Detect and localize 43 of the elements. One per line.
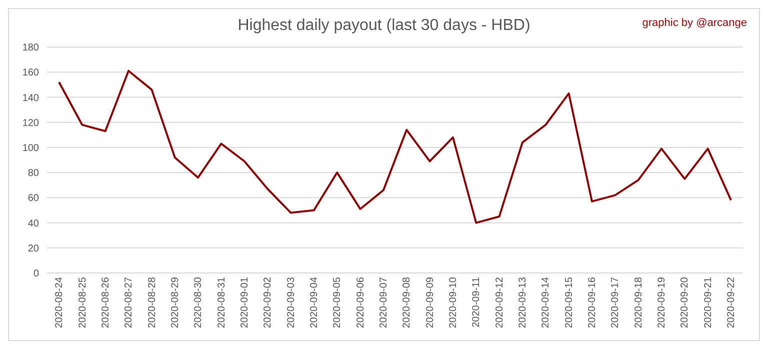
x-tick-label: 2020-09-02 — [262, 276, 274, 328]
x-tick-label: 2020-09-19 — [656, 276, 668, 328]
x-tick-label: 2020-09-09 — [424, 276, 436, 328]
y-tick-label: 100 — [22, 142, 40, 154]
x-tick-label: 2020-09-20 — [680, 276, 691, 328]
line-series — [58, 70, 732, 224]
y-tick-label: 40 — [28, 218, 40, 230]
x-tick-label: 2020-09-22 — [726, 276, 738, 328]
x-tick-label: 2020-09-14 — [540, 276, 552, 328]
x-tick-label: 2020-08-29 — [170, 276, 181, 328]
x-tick-label: 2020-08-27 — [124, 276, 135, 328]
y-tick-label: 160 — [22, 68, 40, 79]
x-tick-label: 2020-09-06 — [355, 276, 366, 328]
x-tick-label: 2020-09-08 — [402, 276, 413, 328]
x-tick-label: 2020-09-03 — [286, 276, 297, 328]
x-tick-label: 2020-09-07 — [378, 276, 390, 328]
y-tick-label: 180 — [22, 42, 40, 54]
y-tick-label: 0 — [33, 268, 40, 280]
x-tick-label: 2020-08-24 — [54, 276, 66, 328]
x-tick-label: 2020-09-18 — [633, 276, 644, 328]
x-tick-label: 2020-09-12 — [494, 276, 506, 328]
y-tick-label: 60 — [28, 193, 40, 204]
text: graphic by @arcange — [642, 17, 747, 29]
x-tick-label: 2020-09-11 — [471, 276, 482, 328]
x-tick-label: 2020-09-15 — [564, 276, 575, 328]
x-tick-label: 2020-09-16 — [587, 276, 598, 328]
x-tick-label: 2020-08-26 — [100, 276, 112, 328]
y-tick-label: 80 — [28, 168, 40, 180]
x-tick-label: 2020-09-13 — [518, 276, 529, 328]
chart-title: Highest daily payout (last 30 days - HBD) — [238, 17, 530, 34]
x-tick-label: 2020-08-30 — [193, 276, 204, 328]
y-tick-label: 20 — [28, 243, 40, 254]
x-tick-label: 2020-09-04 — [308, 276, 320, 328]
y-tick-label: 140 — [22, 92, 40, 104]
x-tick-label: 2020-09-21 — [702, 276, 714, 328]
x-tick-label: 2020-08-31 — [216, 276, 228, 328]
x-tick-label: 2020-09-10 — [448, 276, 460, 328]
x-tick-label: 2020-08-28 — [146, 276, 158, 328]
y-tick-label: 120 — [22, 118, 40, 129]
x-tick-label: 2020-08-25 — [77, 276, 88, 328]
x-tick-label: 2020-09-05 — [332, 276, 344, 328]
x-tick-label: 2020-09-17 — [610, 276, 622, 328]
x-tick-label: 2020-09-01 — [239, 276, 250, 328]
